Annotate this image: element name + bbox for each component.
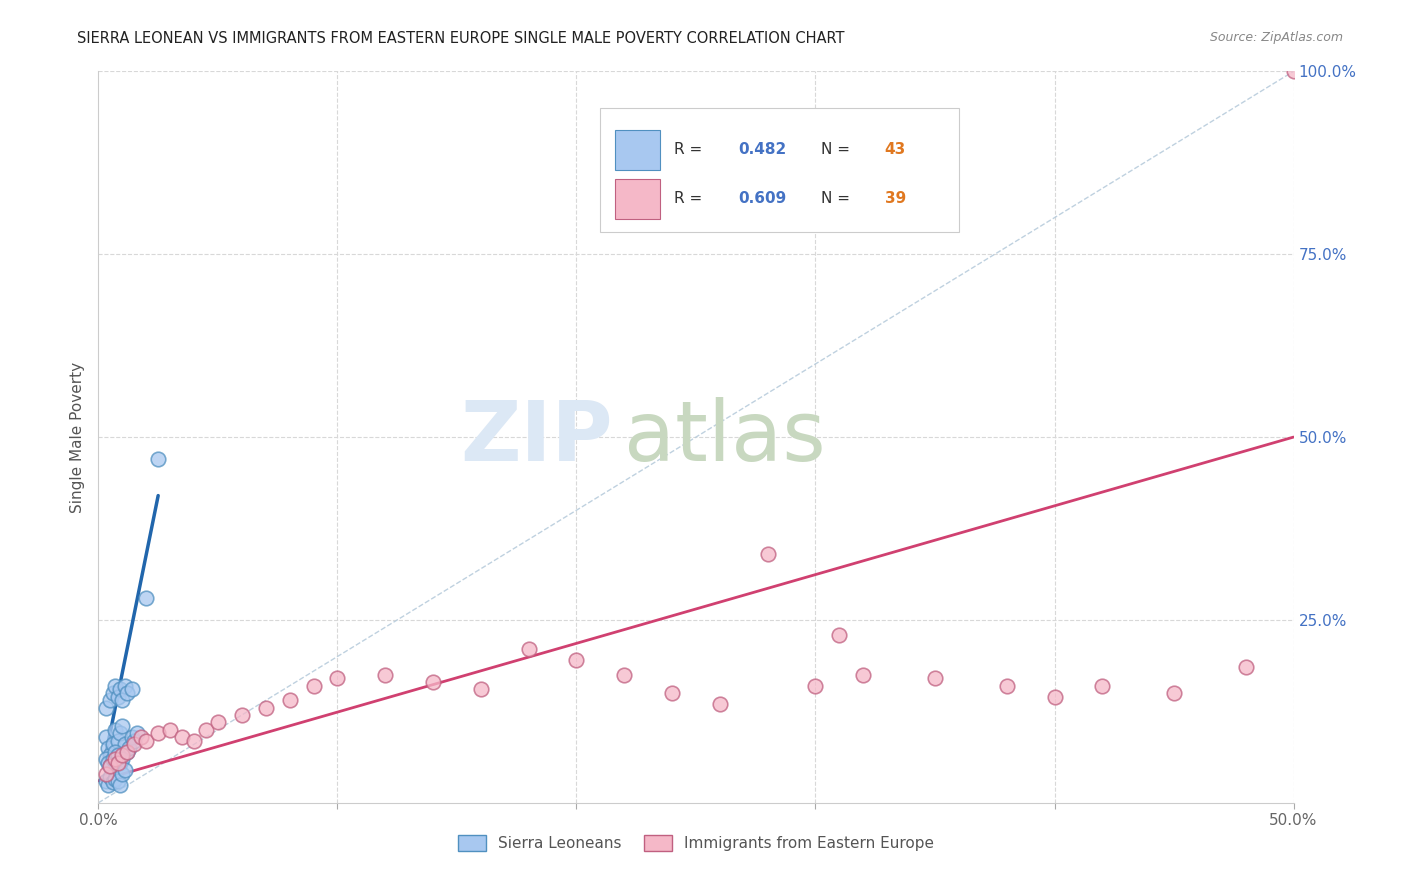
Point	[1091, 679, 1114, 693]
Point	[302, 679, 325, 693]
Point	[231, 708, 253, 723]
Point	[107, 756, 129, 770]
Point	[104, 679, 127, 693]
Point	[924, 672, 946, 686]
Point	[422, 675, 444, 690]
Point	[98, 759, 122, 773]
Point	[326, 672, 349, 686]
Point	[101, 775, 124, 789]
Point	[661, 686, 683, 700]
Text: N =: N =	[821, 142, 855, 157]
Point	[104, 723, 127, 737]
Point	[98, 770, 122, 784]
Text: 0.482: 0.482	[738, 142, 786, 157]
Point	[108, 726, 131, 740]
Text: SIERRA LEONEAN VS IMMIGRANTS FROM EASTERN EUROPE SINGLE MALE POVERTY CORRELATION: SIERRA LEONEAN VS IMMIGRANTS FROM EASTER…	[77, 31, 845, 46]
Point	[94, 752, 117, 766]
Point	[94, 773, 117, 788]
Point	[94, 766, 117, 780]
Point	[148, 726, 170, 740]
Point	[97, 756, 120, 770]
Point	[114, 763, 136, 777]
FancyBboxPatch shape	[600, 108, 959, 232]
Point	[111, 719, 134, 733]
Point	[125, 726, 148, 740]
Point	[804, 679, 827, 693]
FancyBboxPatch shape	[614, 130, 661, 170]
Text: R =: R =	[675, 191, 707, 206]
Point	[709, 697, 731, 711]
Point	[111, 693, 134, 707]
Point	[94, 700, 117, 714]
Text: 39: 39	[884, 191, 905, 206]
Point	[107, 748, 129, 763]
Point	[148, 452, 170, 467]
Point	[107, 690, 129, 704]
Text: atlas: atlas	[624, 397, 825, 477]
Point	[111, 748, 134, 763]
Point	[828, 627, 851, 641]
Point	[565, 653, 588, 667]
Text: ZIP: ZIP	[460, 397, 613, 477]
Point	[104, 752, 127, 766]
Point	[254, 700, 277, 714]
Point	[101, 752, 124, 766]
Text: Source: ZipAtlas.com: Source: ZipAtlas.com	[1209, 31, 1343, 45]
Text: R =: R =	[675, 142, 707, 157]
Point	[1282, 64, 1305, 78]
Point	[124, 733, 146, 747]
Point	[97, 778, 120, 792]
Point	[115, 745, 138, 759]
Point	[114, 679, 136, 693]
Point	[107, 733, 129, 747]
Point	[195, 723, 218, 737]
Point	[94, 730, 117, 744]
Point	[97, 740, 120, 755]
Point	[1163, 686, 1185, 700]
Point	[121, 730, 143, 744]
Legend: Sierra Leoneans, Immigrants from Eastern Europe: Sierra Leoneans, Immigrants from Eastern…	[451, 830, 941, 857]
Y-axis label: Single Male Poverty: Single Male Poverty	[70, 361, 86, 513]
Point	[111, 752, 134, 766]
Point	[114, 737, 136, 751]
Point	[118, 740, 141, 755]
Point	[183, 733, 205, 747]
Point	[124, 737, 146, 751]
Point	[852, 667, 875, 681]
Point	[374, 667, 396, 681]
Text: N =: N =	[821, 191, 855, 206]
Point	[108, 778, 131, 792]
Point	[995, 679, 1018, 693]
Point	[135, 733, 157, 747]
Point	[115, 745, 138, 759]
Point	[104, 772, 127, 787]
Point	[135, 591, 157, 605]
Point	[101, 686, 124, 700]
Point	[470, 682, 492, 697]
Point	[101, 737, 124, 751]
Point	[278, 693, 301, 707]
Point	[613, 667, 636, 681]
Point	[756, 547, 779, 561]
Point	[108, 756, 131, 770]
Point	[98, 693, 122, 707]
FancyBboxPatch shape	[614, 179, 661, 219]
Point	[172, 730, 194, 744]
Point	[131, 730, 153, 744]
Point	[104, 745, 127, 759]
Point	[115, 686, 138, 700]
Point	[1234, 660, 1257, 674]
Point	[111, 766, 134, 780]
Point	[98, 748, 122, 763]
Point	[1043, 690, 1066, 704]
Point	[108, 682, 131, 697]
Point	[121, 682, 143, 697]
Point	[517, 642, 540, 657]
Point	[159, 723, 181, 737]
Point	[207, 715, 229, 730]
Point	[107, 773, 129, 788]
Text: 43: 43	[884, 142, 905, 157]
Text: 0.609: 0.609	[738, 191, 786, 206]
Point	[98, 759, 122, 773]
